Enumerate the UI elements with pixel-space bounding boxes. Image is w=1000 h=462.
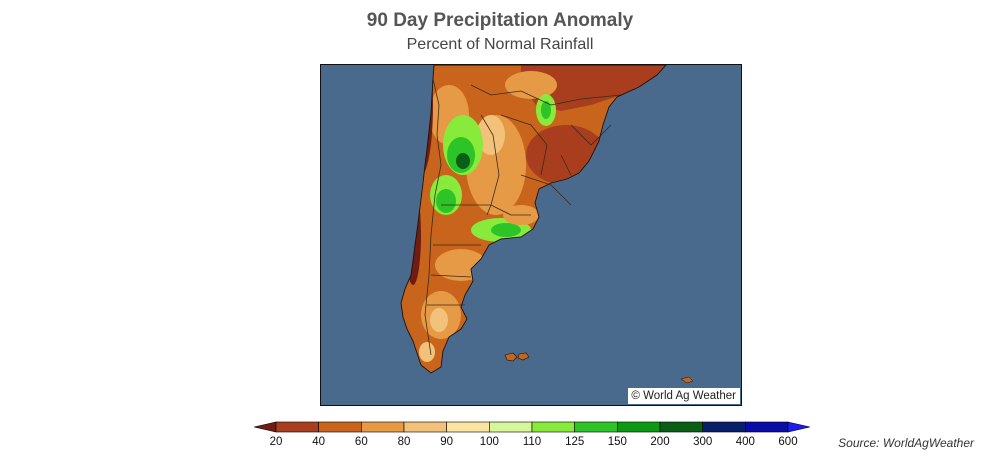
colorbar-segment [489,421,533,433]
colorbar-segment [361,421,405,433]
map-title: 90 Day Precipitation Anomaly [366,10,634,31]
colorbar-tick-label: 100 [480,436,499,448]
colorbar-segment [275,421,319,433]
colorbar-over-arrow [787,421,811,433]
precipitation-map: © World Ag Weather [320,64,742,406]
colorbar-tick-label: 125 [565,436,584,448]
falkland-islands [504,352,530,362]
colorbar-svg: 20 40 60 80 90 100 110 125 150 200 300 400 600 [253,421,811,448]
colorbar-segment [659,421,703,433]
colorbar-tick-label: 20 [270,436,283,448]
colorbar-tick-label: 150 [608,436,627,448]
colorbar-segment [446,421,490,433]
colorbar-segment [531,421,575,433]
borders [424,78,622,356]
colorbar-tick-label: 110 [523,436,541,448]
colorbar-segment [702,421,746,433]
map-subtitle: Percent of Normal Rainfall [406,36,594,53]
colorbar-tick-label: 40 [312,436,325,448]
colorbar-segment [403,421,447,433]
colorbar-tick-label: 60 [355,436,368,448]
colorbar-under-arrow [253,421,277,433]
colorbar-tick-label: 200 [650,436,669,448]
island-fragment [680,376,694,384]
source-credit: Source: WorldAgWeather [838,436,974,450]
colorbar-segment [318,421,362,433]
colorbar-tick-label: 400 [736,436,755,448]
colorbar-segment [617,421,661,433]
colorbar-tick-label: 300 [693,436,712,448]
colorbar-tick-label: 80 [398,436,411,448]
colorbar-segment [745,421,789,433]
map-canvas [321,65,741,405]
colorbar-segment [574,421,618,433]
colorbar-tick-label: 600 [778,436,797,448]
colorbar-tick-label: 90 [440,436,453,448]
colorbar: 20 40 60 80 90 100 110 125 150 200 300 400 600 [253,418,811,448]
watermark: © World Ag Weather [628,388,740,404]
